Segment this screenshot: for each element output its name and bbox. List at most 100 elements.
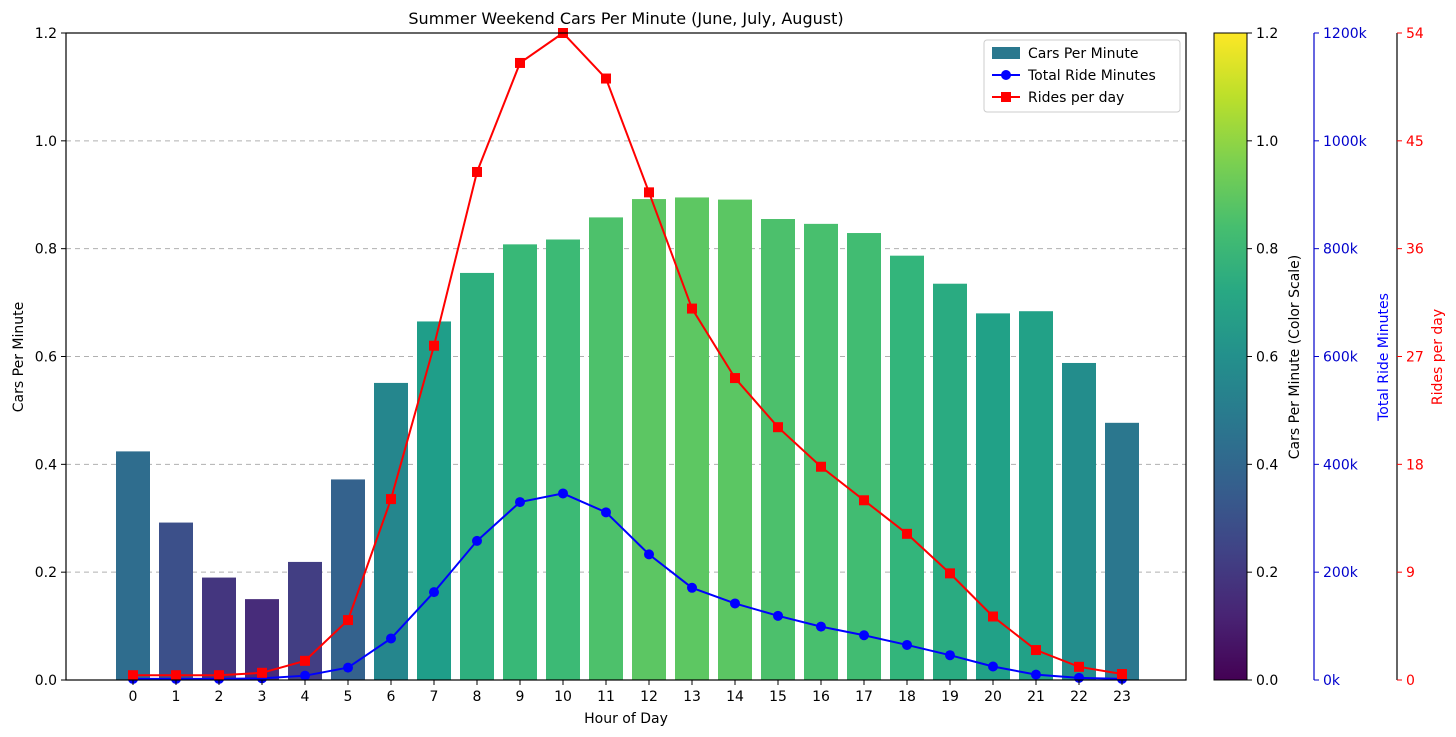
point-rides-per-day-9 xyxy=(515,57,525,68)
x-tick-label: 12 xyxy=(640,689,658,705)
right-axis-1-tick-label: 800k xyxy=(1323,242,1359,258)
x-tick-label: 1 xyxy=(172,689,181,705)
x-tick-label: 2 xyxy=(215,689,224,705)
point-ride-minutes-13 xyxy=(687,582,697,593)
point-rides-per-day-17 xyxy=(859,495,869,506)
x-tick-label: 7 xyxy=(430,689,439,705)
bar-9 xyxy=(503,244,537,680)
colorbar-tick-label: 1.0 xyxy=(1256,134,1278,150)
colorbar-gradient xyxy=(1213,32,1248,681)
grid-lines xyxy=(66,32,1186,573)
point-ride-minutes-6 xyxy=(386,633,396,644)
right-axis-1-tick-label: 1000k xyxy=(1323,134,1368,150)
point-ride-minutes-16 xyxy=(816,621,826,632)
right-axis-2-tick-label: 36 xyxy=(1406,242,1424,258)
x-tick-label: 14 xyxy=(726,689,744,705)
bar-5 xyxy=(331,479,365,680)
point-ride-minutes-21 xyxy=(1031,669,1041,680)
point-ride-minutes-19 xyxy=(945,650,955,661)
colorbar-tick-label: 0.2 xyxy=(1256,565,1278,581)
y-tick-label: 0.8 xyxy=(35,242,57,258)
x-tick-label: 18 xyxy=(898,689,916,705)
point-ride-minutes-11 xyxy=(601,507,611,518)
colorbar-tick-label: 0.8 xyxy=(1256,242,1278,258)
point-ride-minutes-14 xyxy=(730,598,740,609)
point-rides-per-day-0 xyxy=(128,670,138,681)
point-rides-per-day-18 xyxy=(902,528,912,539)
bar-19 xyxy=(933,283,967,680)
x-tick-label: 20 xyxy=(984,689,1002,705)
right-axis-2-tick-label: 9 xyxy=(1406,565,1415,581)
bar-0 xyxy=(116,451,150,680)
point-ride-minutes-12 xyxy=(644,549,654,560)
bar-17 xyxy=(847,233,881,681)
x-tick-label: 23 xyxy=(1113,689,1131,705)
colorbar-tick-label: 0.4 xyxy=(1256,457,1278,473)
x-tick-label: 0 xyxy=(129,689,138,705)
colorbar: 0.0 0.2 0.4 0.6 0.8 1.0 1.2 Cars Per Minute (Co… xyxy=(1213,26,1303,689)
point-ride-minutes-8 xyxy=(472,535,482,546)
point-ride-minutes-18 xyxy=(902,639,912,650)
y-axis-title: Cars Per Minute xyxy=(11,302,27,412)
bar-1 xyxy=(159,522,193,680)
point-rides-per-day-19 xyxy=(945,568,955,579)
x-tick-label: 4 xyxy=(301,689,310,705)
point-rides-per-day-11 xyxy=(601,73,611,84)
y-tick-label: 0.6 xyxy=(35,350,57,366)
y-tick-label: 0.0 xyxy=(35,673,57,689)
bar-8 xyxy=(460,272,494,680)
point-rides-per-day-15 xyxy=(773,422,783,433)
right-axis-2-tick-label: 45 xyxy=(1406,134,1424,150)
point-ride-minutes-17 xyxy=(859,630,869,641)
legend-label: Rides per day xyxy=(1028,90,1124,106)
series-line-total-ride-minutes xyxy=(133,492,1123,680)
point-rides-per-day-13 xyxy=(687,303,697,314)
x-tick-label: 5 xyxy=(344,689,353,705)
bar-22 xyxy=(1062,362,1096,680)
point-rides-per-day-23 xyxy=(1117,669,1127,680)
x-axis-title: Hour of Day xyxy=(584,711,668,727)
legend-swatch-circle xyxy=(1001,70,1011,80)
x-tick-label: 9 xyxy=(516,689,525,705)
legend-item: Cars Per Minute xyxy=(992,46,1138,62)
point-ride-minutes-9 xyxy=(515,497,525,508)
y-tick-label: 1.0 xyxy=(35,134,57,150)
bar-15 xyxy=(761,219,795,680)
right-axis-2-tick-label: 27 xyxy=(1406,350,1424,366)
right-axis-1-tick-label: 600k xyxy=(1323,350,1359,366)
bar-16 xyxy=(804,223,838,681)
point-rides-per-day-6 xyxy=(386,494,396,505)
x-tick-label: 21 xyxy=(1027,689,1045,705)
bar-7 xyxy=(417,321,451,680)
point-ride-minutes-4 xyxy=(300,670,310,681)
legend-swatch-square xyxy=(1001,92,1011,102)
y-tick-label: 1.2 xyxy=(35,26,57,42)
bar-3 xyxy=(245,599,279,680)
legend-label: Total Ride Minutes xyxy=(1027,68,1156,84)
point-rides-per-day-3 xyxy=(257,667,267,678)
bar-13 xyxy=(675,197,709,680)
legend-swatch-bar xyxy=(992,47,1020,59)
point-rides-per-day-16 xyxy=(816,461,826,472)
x-tick-label: 17 xyxy=(855,689,873,705)
series-line-rides-per-day xyxy=(133,31,1123,677)
right-axis-2-title: Rides per day xyxy=(1430,309,1446,405)
colorbar-tick-label: 1.2 xyxy=(1256,26,1278,42)
legend-item: Rides per day xyxy=(992,90,1124,106)
point-rides-per-day-5 xyxy=(343,615,353,626)
point-rides-per-day-1 xyxy=(171,670,181,681)
point-ride-minutes-5 xyxy=(343,662,353,673)
point-ride-minutes-20 xyxy=(988,661,998,672)
x-tick-label: 11 xyxy=(597,689,615,705)
x-tick-label: 6 xyxy=(387,689,396,705)
right-axis-1-title: Total Ride Minutes xyxy=(1376,293,1392,422)
point-ride-minutes-10 xyxy=(558,488,568,499)
legend-label: Cars Per Minute xyxy=(1028,46,1138,62)
y-tick-label: 0.4 xyxy=(35,457,57,473)
x-tick-label: 19 xyxy=(941,689,959,705)
right-axis-2-tick-label: 54 xyxy=(1406,26,1424,42)
point-ride-minutes-15 xyxy=(773,610,783,621)
point-rides-per-day-7 xyxy=(429,340,439,351)
point-rides-per-day-21 xyxy=(1031,645,1041,656)
